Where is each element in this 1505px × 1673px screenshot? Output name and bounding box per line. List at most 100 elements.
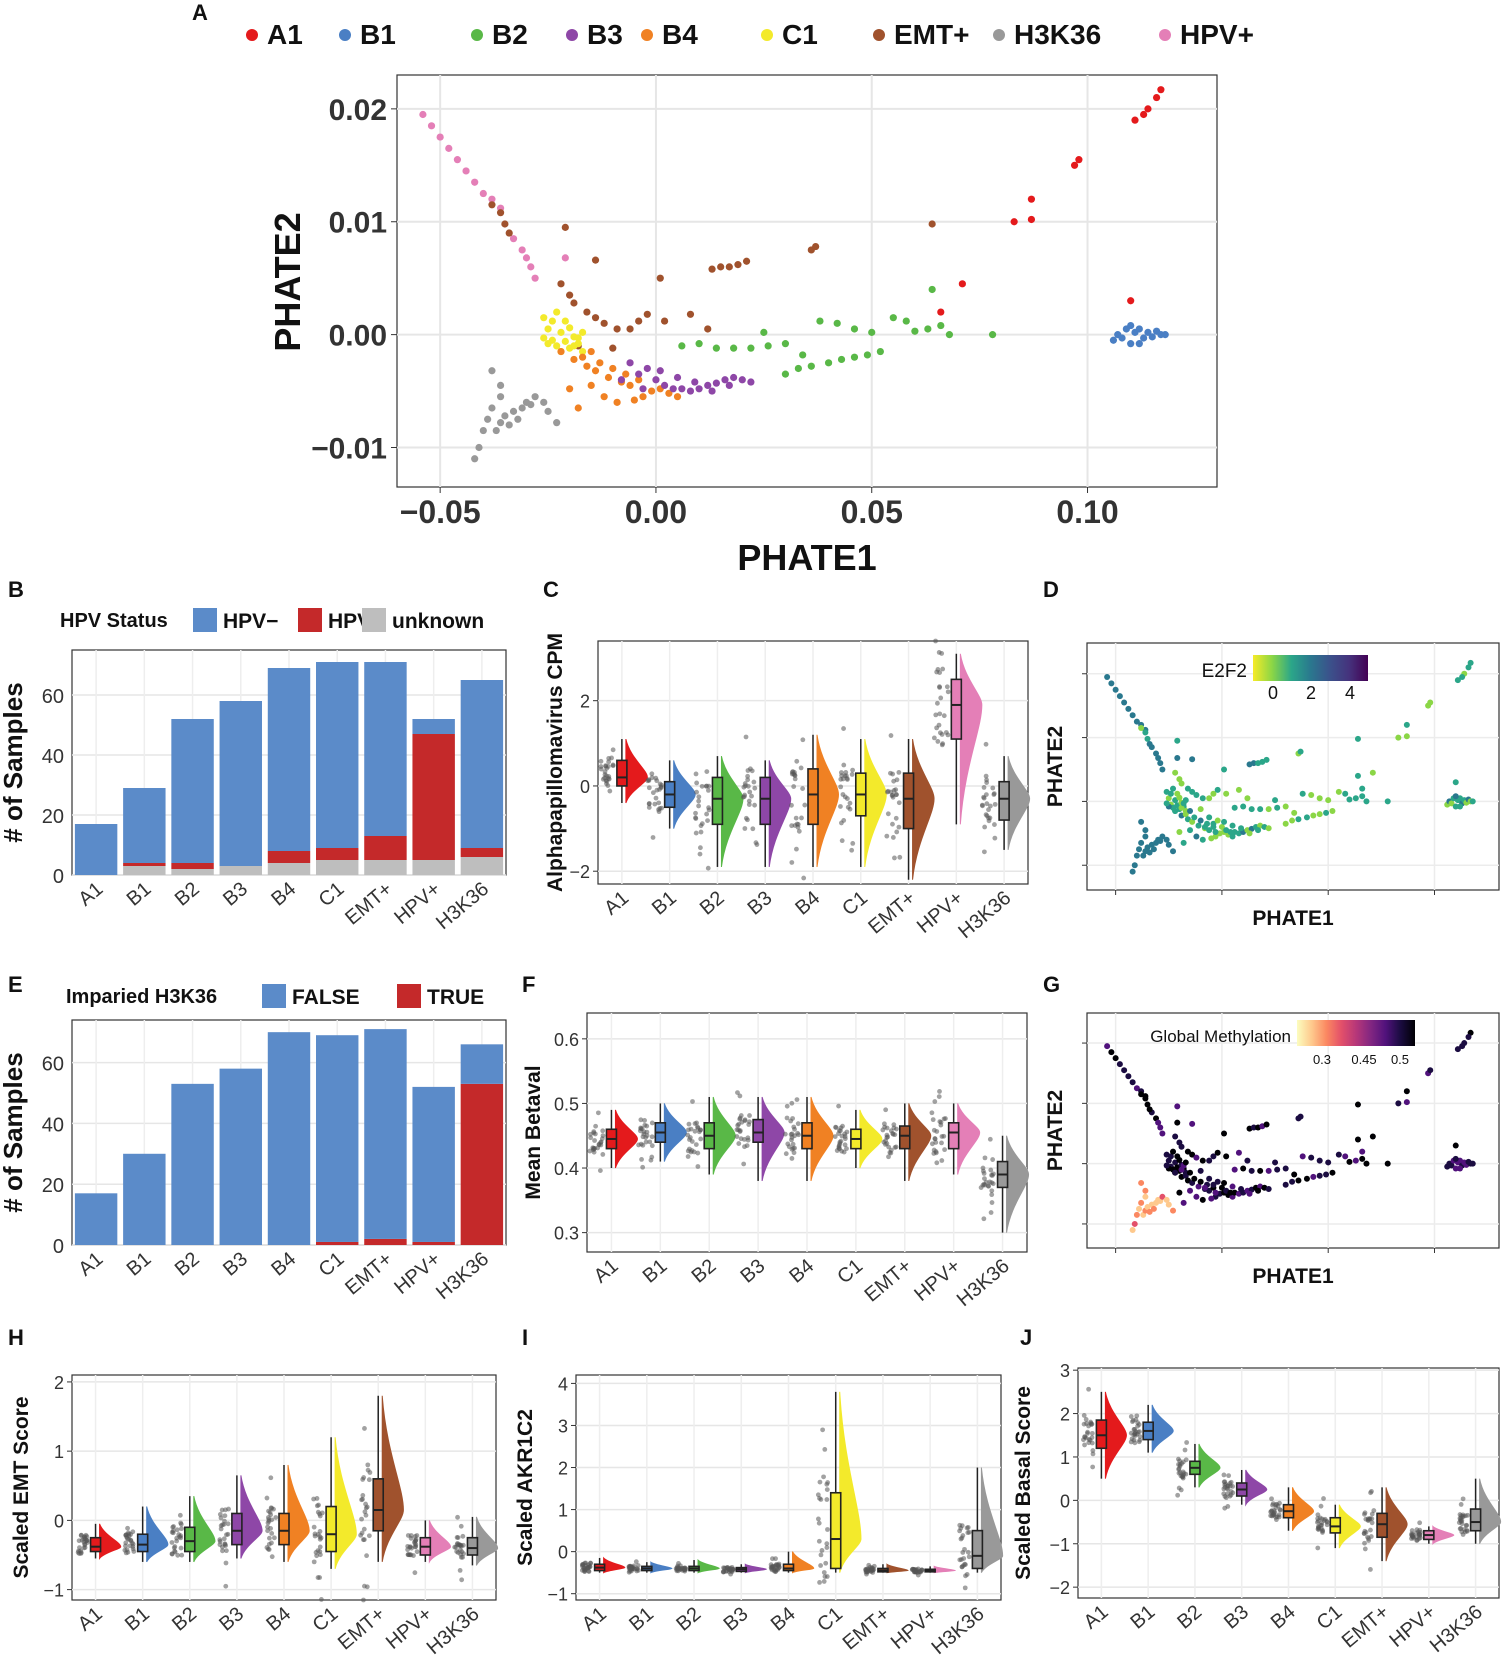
point-B4	[1182, 1172, 1189, 1179]
x-tick-label: C1	[838, 887, 872, 920]
violin-H3K36	[1007, 756, 1031, 850]
bar-HPV−-B2	[171, 719, 214, 863]
panel-letter-E: E	[8, 972, 23, 997]
legend-key-HPV+	[1159, 29, 1171, 41]
point-A1	[1403, 721, 1410, 728]
jitter-point-B4	[784, 1115, 790, 1121]
colorbar-tick-label: 0.45	[1351, 1052, 1376, 1067]
jitter-point-B3	[746, 798, 752, 804]
point-B4	[630, 396, 638, 404]
point-EMT+	[1297, 748, 1304, 755]
jitter-point-C1	[824, 1497, 830, 1502]
bar-FALSE-C1	[316, 1035, 359, 1242]
point-HPV+	[1121, 699, 1128, 706]
jitter-point-B4	[782, 1131, 788, 1137]
jitter-point-C1	[319, 1510, 325, 1516]
jitter-point-B1	[1128, 1414, 1134, 1419]
jitter-point-A1	[1081, 1421, 1087, 1427]
jitter-point-B1	[1130, 1418, 1136, 1423]
x-tick-label: B4	[791, 887, 824, 920]
legend-key-B3	[566, 29, 578, 41]
legend-label-B4: B4	[662, 19, 698, 50]
point-B4	[648, 387, 656, 395]
point-B2	[1352, 795, 1359, 802]
jitter-point-B2	[179, 1526, 184, 1532]
jitter-point-B1	[1132, 1426, 1138, 1432]
point-B2	[760, 328, 768, 336]
point-H3K36	[1142, 827, 1149, 834]
point-EMT+	[609, 344, 617, 352]
point-B2	[1248, 806, 1255, 813]
point-HPV+	[531, 274, 539, 282]
bar-FALSE-HPV+	[412, 1086, 455, 1242]
legend-label-H3K36: H3K36	[1014, 19, 1101, 50]
jitter-point-B3	[223, 1543, 228, 1549]
bar-unknown-B4	[267, 863, 311, 875]
point-B3	[673, 373, 682, 382]
point-B4	[1172, 1169, 1179, 1176]
jitter-point-EMT+	[883, 1138, 888, 1144]
point-B2	[1359, 793, 1366, 800]
jitter-point-B3	[735, 1090, 740, 1096]
legend-label-HPV+: HPV+	[1180, 19, 1254, 50]
jitter-point-B4	[792, 773, 798, 779]
x-tick-label: B3	[215, 1603, 248, 1636]
y-tick-label: 1	[54, 1442, 64, 1462]
point-EMT+	[1184, 785, 1191, 792]
point-HPV+	[1153, 750, 1160, 757]
point-HPV+	[1121, 1067, 1128, 1074]
jitter-point-HPV+	[929, 1110, 935, 1116]
jitter-point-B2	[696, 794, 702, 800]
jitter-point-C1	[842, 1136, 848, 1142]
point-A1	[1075, 156, 1083, 164]
jitter-point-B4	[268, 1505, 274, 1511]
jitter-point-HPV+	[941, 713, 947, 719]
jitter-point-B1	[1135, 1420, 1141, 1426]
point-B2	[1342, 790, 1349, 797]
jitter-point-B4	[789, 823, 795, 829]
jitter-point-B1	[642, 1122, 648, 1128]
jitter-point-B4	[792, 1126, 797, 1132]
jitter-point-B4	[789, 860, 795, 865]
jitter-point-B1	[125, 1525, 130, 1531]
jitter-point-EMT+	[1371, 1508, 1377, 1513]
point-HPV+	[1108, 1049, 1115, 1056]
legend-key-H3K36	[993, 29, 1005, 41]
jitter-point-H3K36	[991, 791, 997, 796]
point-B3	[1246, 830, 1253, 837]
point-HPV+	[488, 195, 496, 203]
colorbar-tick-label: 0	[1268, 683, 1278, 703]
jitter-point-B4	[801, 875, 807, 881]
jitter-point-HPV+	[408, 1544, 413, 1550]
jitter-point-A1	[1083, 1417, 1089, 1422]
jitter-point-HPV+	[1409, 1536, 1414, 1541]
x-tick-label: A1	[74, 878, 107, 911]
jitter-point-B1	[1129, 1436, 1135, 1442]
x-tick-label: B1	[123, 878, 156, 911]
point-EMT+	[1197, 1167, 1204, 1174]
jitter-point-C1	[821, 1579, 827, 1584]
legend-label-A1: A1	[267, 19, 303, 50]
jitter-point-B1	[636, 1142, 642, 1148]
point-B3	[747, 378, 755, 386]
violin-C1	[864, 738, 887, 868]
jitter-point-C1	[849, 847, 855, 853]
point-B2	[1272, 797, 1279, 804]
jitter-point-B3	[749, 768, 755, 774]
jitter-point-H3K36	[981, 849, 987, 855]
x-axis-title: PHATE1	[737, 537, 876, 578]
x-tick-label: B2	[696, 887, 729, 920]
jitter-point-B4	[789, 802, 794, 808]
point-B2	[781, 340, 790, 348]
x-tick-label: A1	[578, 1603, 611, 1636]
point-EMT+	[1142, 729, 1149, 736]
point-B4	[639, 393, 647, 401]
jitter-point-A1	[610, 762, 616, 768]
point-HPV+	[1133, 1085, 1140, 1092]
legend-label-unknown: unknown	[392, 610, 484, 633]
jitter-point-H3K36	[455, 1550, 461, 1555]
point-A1	[1395, 1100, 1402, 1107]
point-C1	[578, 328, 587, 336]
point-EMT+	[1250, 1124, 1257, 1131]
violin-HPV+	[957, 1103, 981, 1175]
